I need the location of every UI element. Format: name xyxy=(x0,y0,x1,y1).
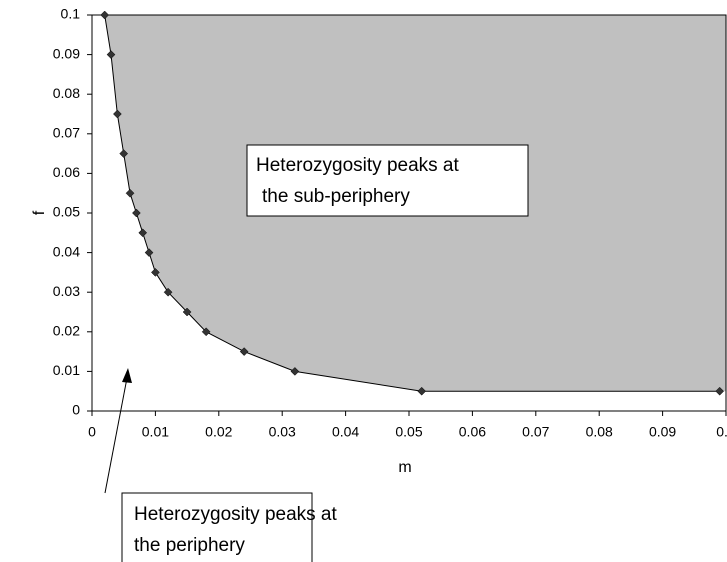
annotation-text: the sub-periphery xyxy=(262,186,410,207)
y-tick-label: 0.05 xyxy=(53,204,80,220)
x-tick-label: 0.08 xyxy=(586,424,613,440)
marker xyxy=(100,10,110,20)
arrow-head xyxy=(122,368,132,383)
y-tick-label: 0.08 xyxy=(53,85,80,101)
marker xyxy=(417,386,427,396)
annotation-text: the periphery xyxy=(134,535,245,556)
annotation-box xyxy=(121,492,313,562)
x-tick-label: 0.04 xyxy=(332,424,359,440)
x-tick-label: 0.1 xyxy=(716,424,727,440)
y-tick-label: 0.02 xyxy=(53,323,80,339)
y-tick-label: 0.03 xyxy=(53,283,80,299)
y-tick-label: 0.1 xyxy=(61,6,81,22)
line xyxy=(104,14,720,392)
marker xyxy=(163,287,173,297)
marker xyxy=(144,248,154,257)
annotation-box xyxy=(246,144,529,217)
marker xyxy=(239,347,249,356)
y-tick-label: 0.09 xyxy=(53,45,80,61)
marker xyxy=(290,367,300,376)
marker xyxy=(113,109,122,119)
arrow-line xyxy=(104,377,128,494)
marker xyxy=(106,50,116,59)
marker xyxy=(125,188,135,198)
y-tick-label: 0 xyxy=(72,402,80,418)
x-tick-label: 0.05 xyxy=(395,424,422,440)
marker xyxy=(119,149,129,158)
x-tick-label: 0 xyxy=(88,424,96,440)
y-axis-label: f xyxy=(31,210,48,215)
x-tick-label: 0.02 xyxy=(205,424,232,440)
x-tick-label: 0.01 xyxy=(142,424,169,440)
marker xyxy=(182,307,192,317)
x-tick-label: 0.09 xyxy=(649,424,676,440)
x-tick-label: 0.03 xyxy=(269,424,296,440)
x-axis-label: m xyxy=(398,459,411,476)
annotation-text: Heterozygosity peaks at xyxy=(256,155,459,176)
marker xyxy=(132,208,141,218)
y-tick-label: 0.06 xyxy=(53,164,80,180)
marker xyxy=(138,228,148,238)
y-tick-label: 0.01 xyxy=(53,362,80,378)
x-tick-label: 0.07 xyxy=(522,424,549,440)
marker xyxy=(151,268,160,277)
y-tick-label: 0.07 xyxy=(53,125,80,141)
marker xyxy=(201,327,211,337)
annotation-text: Heterozygosity peaks at xyxy=(134,504,337,525)
x-tick-label: 0.06 xyxy=(459,424,486,440)
y-tick-label: 0.04 xyxy=(53,243,80,259)
marker xyxy=(715,386,725,396)
